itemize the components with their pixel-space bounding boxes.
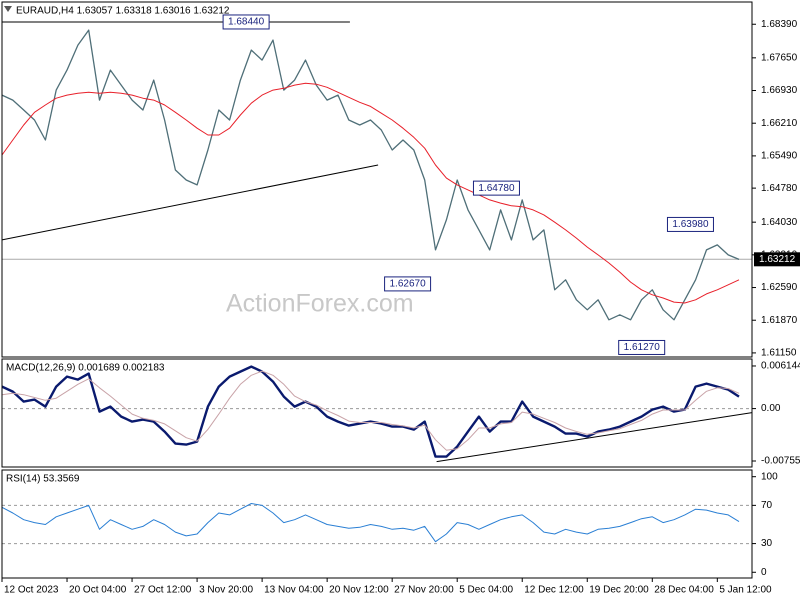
x-tick-label: 12 Oct 2023 — [4, 585, 59, 596]
watermark: ActionForex.com — [226, 290, 414, 318]
annotation-label: 1.63980 — [672, 219, 709, 230]
y-tick-label: 30 — [761, 538, 773, 549]
x-tick-label: 5 Dec 04:00 — [459, 585, 513, 596]
y-tick-label: -0.007555 — [761, 456, 800, 467]
panel-frame — [1, 1, 753, 358]
annotation-label: 1.64780 — [478, 183, 515, 194]
panel-title: RSI(14) 53.3569 — [6, 474, 80, 485]
current-price-box — [754, 252, 800, 267]
annotation-box — [666, 216, 714, 232]
annotation-label: 1.62670 — [390, 279, 427, 290]
y-tick-label: 70 — [761, 500, 773, 511]
y-tick-label: 1.66210 — [761, 118, 798, 129]
series-line — [1, 365, 740, 458]
annotation-box — [618, 339, 666, 355]
y-tick-label: 100 — [761, 471, 778, 482]
panel-frame — [1, 358, 753, 468]
x-tick-label: 27 Oct 12:00 — [134, 585, 192, 596]
x-tick-label: 12 Dec 12:00 — [524, 585, 584, 596]
x-tick-label: 28 Dec 04:00 — [654, 585, 714, 596]
x-tick-label: 5 Jan 12:00 — [719, 585, 772, 596]
trendline — [1, 164, 379, 241]
series-line — [1, 370, 740, 451]
trendline — [436, 412, 753, 463]
series-line — [1, 503, 740, 543]
current-price-label: 1.63212 — [759, 254, 796, 265]
y-tick-label: 0 — [761, 567, 767, 578]
x-tick-label: 20 Nov 12:00 — [329, 585, 389, 596]
y-tick-label: 1.68390 — [761, 19, 798, 30]
panel-title: MACD(12,26,9) 0.001689 0.002183 — [6, 363, 165, 374]
annotation-box — [472, 180, 520, 196]
y-tick-label: 1.64030 — [761, 217, 798, 228]
panel-frame — [1, 469, 753, 579]
x-tick-label: 13 Nov 04:00 — [264, 585, 324, 596]
annotation-label: 1.61270 — [624, 342, 661, 353]
y-tick-label: 1.66930 — [761, 85, 798, 96]
x-tick-label: 20 Oct 04:00 — [69, 585, 127, 596]
x-tick-label: 19 Dec 20:00 — [589, 585, 649, 596]
x-tick-label: 3 Nov 20:00 — [199, 585, 253, 596]
series-line — [1, 29, 740, 321]
panel-title: EURAUD,H4 1.63057 1.63318 1.63016 1.6321… — [16, 6, 230, 17]
series-line — [1, 82, 740, 304]
y-tick-label: 0.00 — [761, 403, 781, 414]
menu-icon — [4, 6, 12, 12]
y-tick-label: 1.65490 — [761, 151, 798, 162]
y-tick-label: 1.62590 — [761, 282, 798, 293]
annotation-box — [384, 276, 432, 292]
y-tick-label: 1.67650 — [761, 52, 798, 63]
y-tick-label: 1.61150 — [761, 348, 797, 359]
y-tick-label: 1.64780 — [761, 183, 798, 194]
annotation-box — [222, 14, 270, 30]
y-tick-label: 1.61870 — [761, 315, 798, 326]
x-tick-label: 27 Nov 20:00 — [394, 585, 454, 596]
annotation-label: 1.68440 — [228, 17, 265, 28]
y-tick-label: 0.006144 — [761, 361, 800, 372]
